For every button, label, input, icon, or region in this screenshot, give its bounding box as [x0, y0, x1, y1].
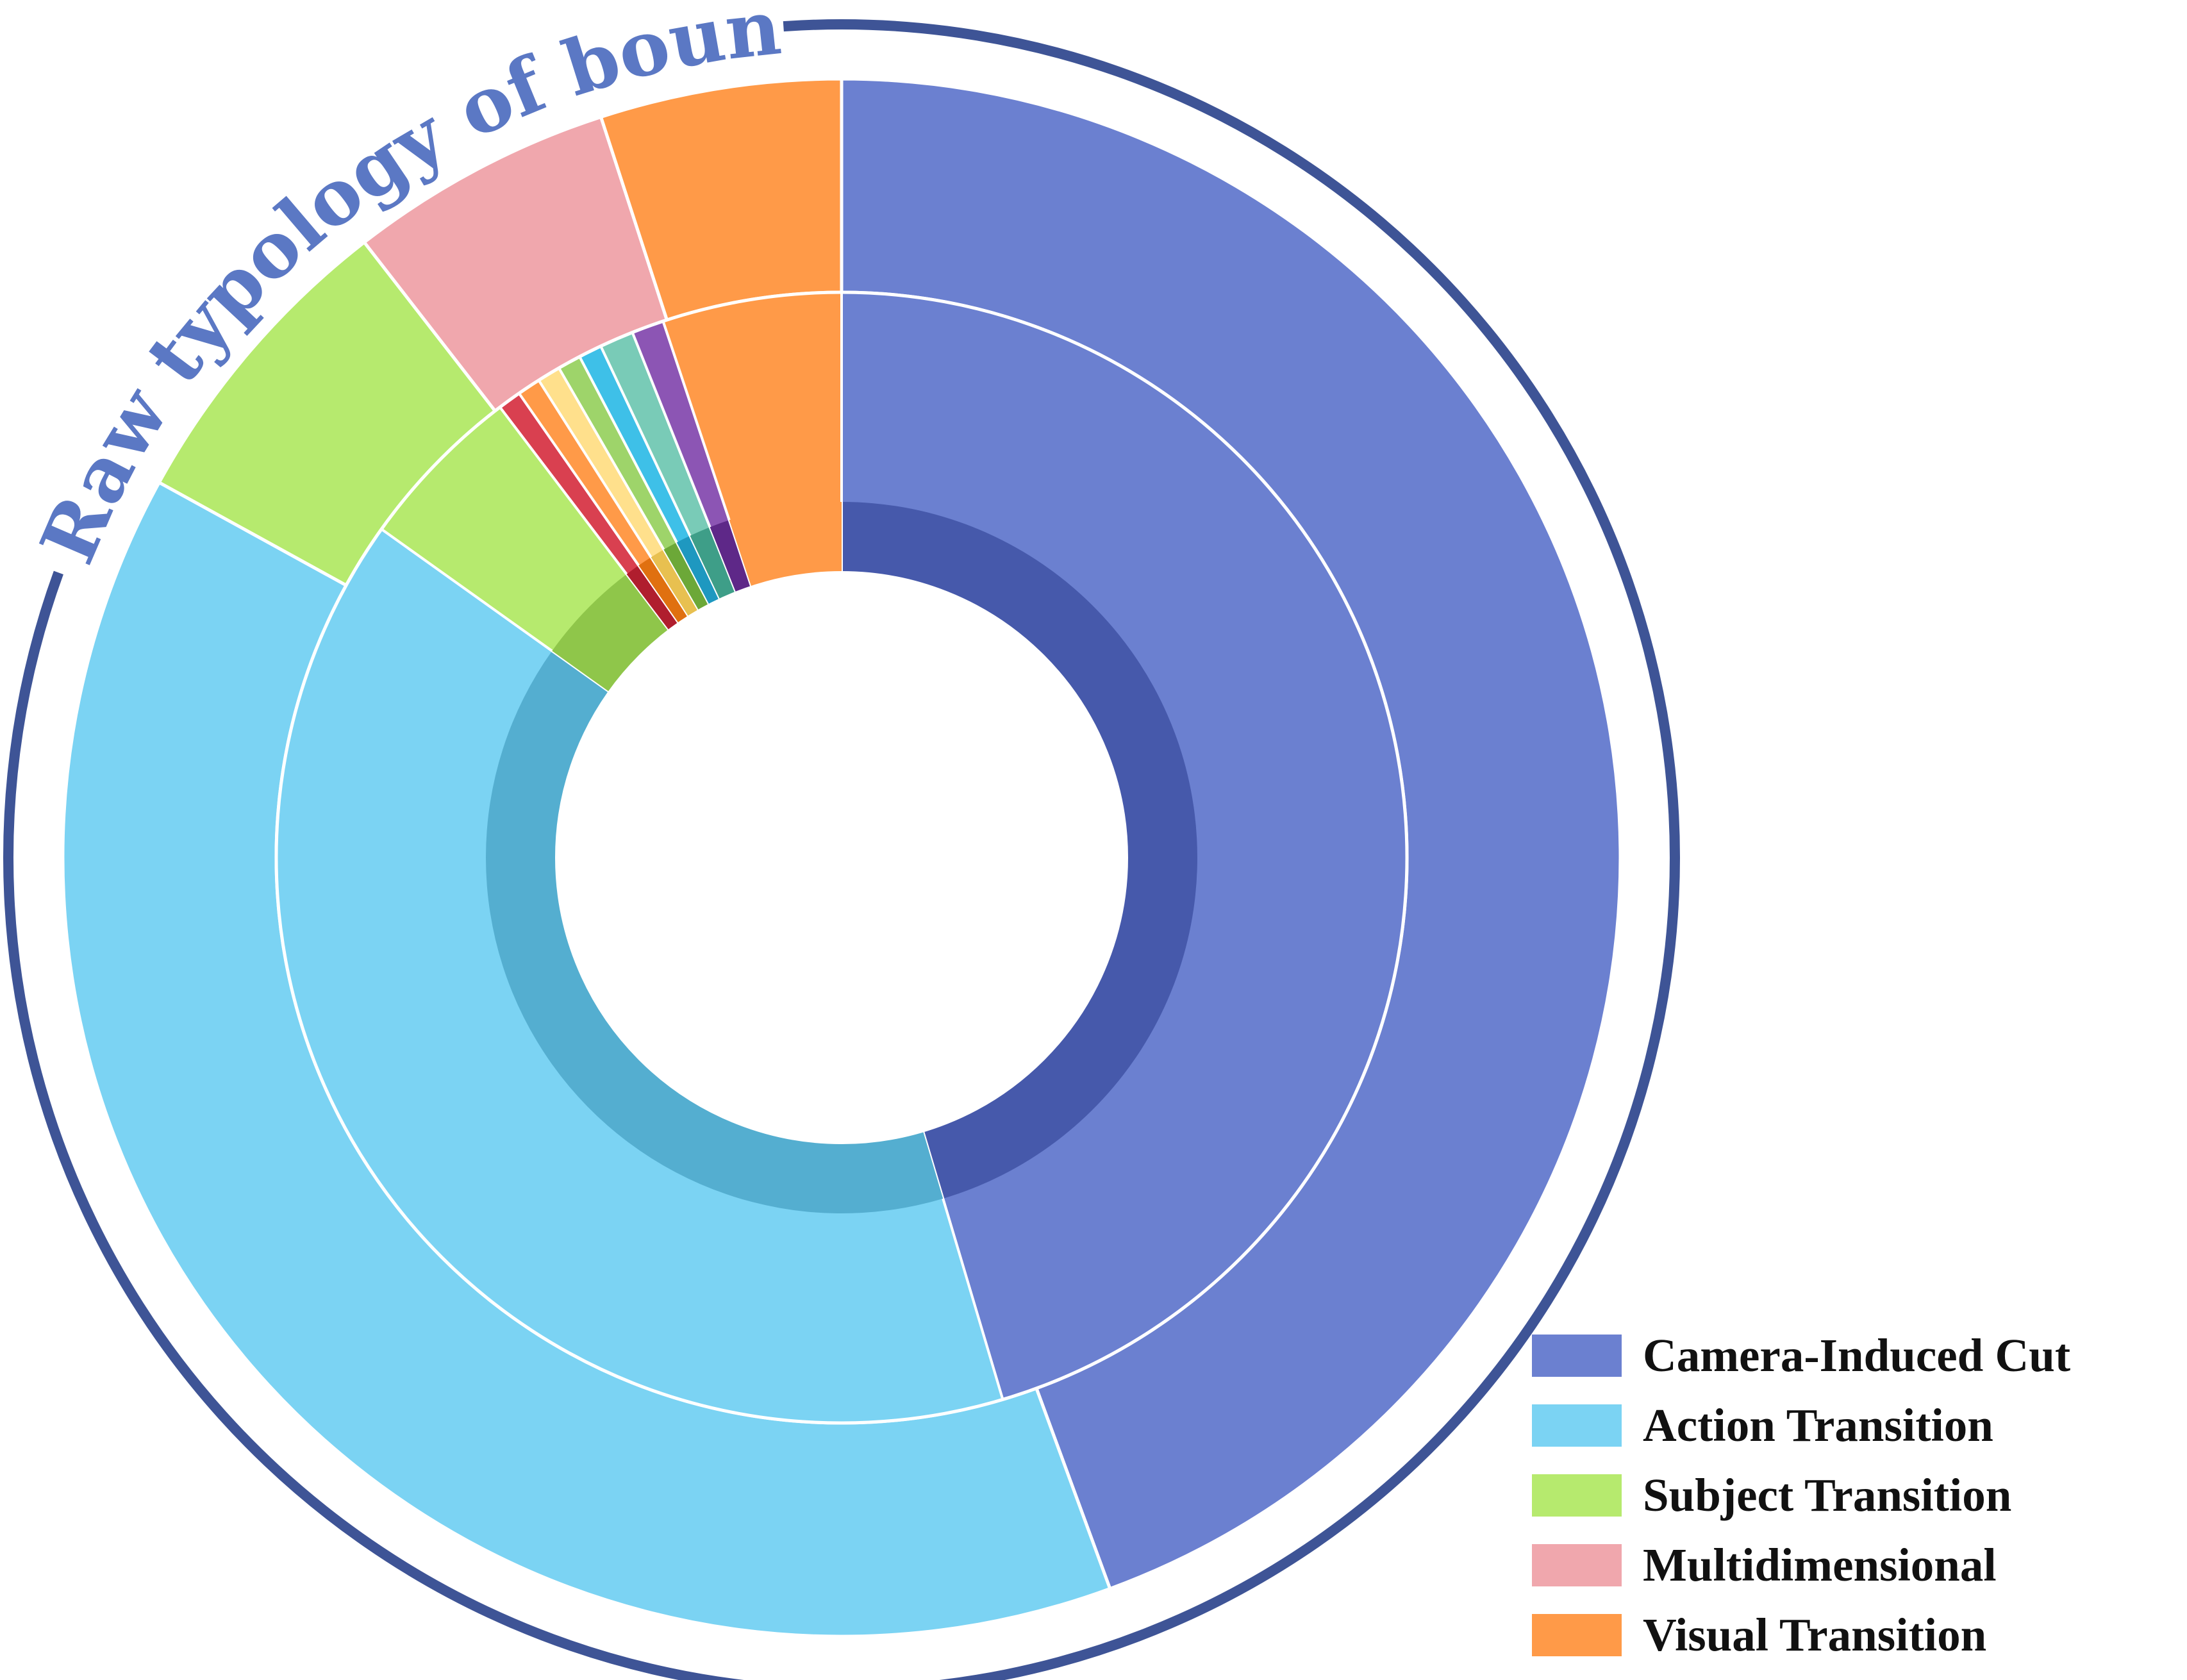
legend-item: Multidimensional — [1532, 1530, 2070, 1600]
inner-slice-shade — [651, 549, 699, 617]
legend-swatch — [1532, 1613, 1622, 1656]
legend-label: Action Transition — [1643, 1399, 1993, 1451]
legend-label: Subject Transition — [1643, 1468, 2012, 1521]
center-hole — [555, 571, 1128, 1144]
legend-item: Subject Transition — [1532, 1460, 2070, 1530]
ring-separator — [274, 290, 1409, 1425]
inner-slice-shade — [690, 527, 736, 600]
inner-slice-shade — [486, 651, 944, 1213]
legend-item: Action Transition — [1532, 1390, 2070, 1460]
legend-swatch — [1532, 1474, 1622, 1517]
inner-slice-shade — [552, 574, 670, 692]
inner-slice-shade — [663, 542, 710, 611]
inner-slice-shade — [729, 502, 842, 587]
inner-slice-shade — [638, 557, 689, 624]
inner-slice-shade — [842, 502, 1197, 1199]
inner-slice-shade — [676, 535, 720, 605]
legend-label: Multidimensional — [1643, 1538, 1997, 1591]
legend-label: Visual Transition — [1643, 1608, 1987, 1661]
legend-swatch — [1532, 1334, 1622, 1377]
inner-slice-shade — [626, 565, 679, 631]
legend-item: Camera-Induced Cut — [1532, 1320, 2070, 1390]
legend-swatch — [1532, 1404, 1622, 1447]
legend: Camera-Induced Cut Action Transition Sub… — [1532, 1320, 2070, 1670]
inner-slice-shade — [710, 520, 752, 593]
legend-item: Visual Transition — [1532, 1600, 2070, 1670]
legend-swatch — [1532, 1543, 1622, 1586]
legend-label: Camera-Induced Cut — [1643, 1329, 2071, 1381]
outer-arc — [3, 19, 1680, 1680]
